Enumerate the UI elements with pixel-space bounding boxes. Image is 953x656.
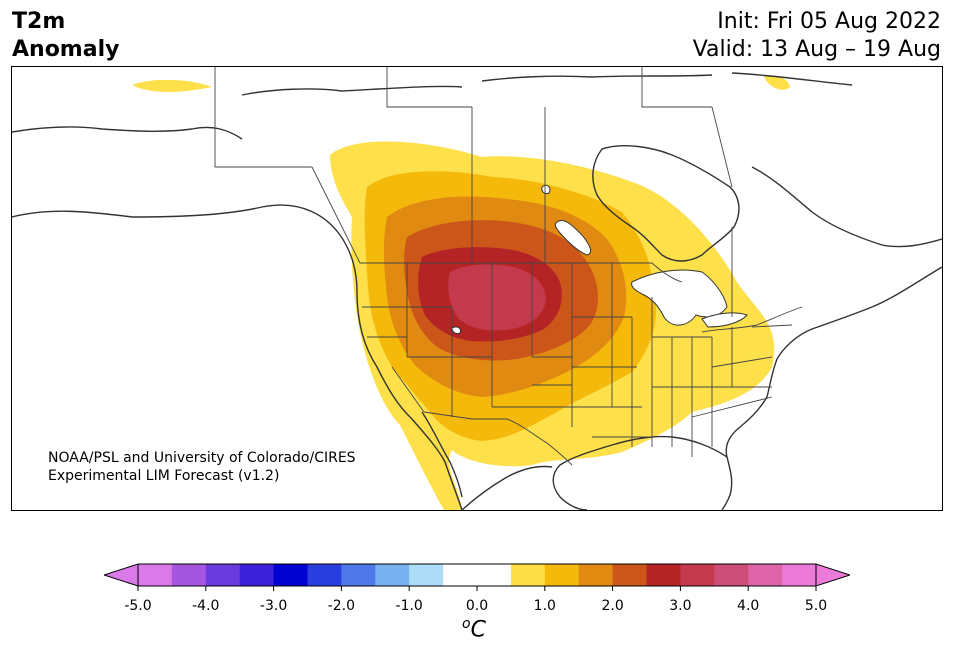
labrador-coast (751, 166, 942, 248)
us-mexico-border (423, 411, 573, 466)
colorbar-cell (341, 564, 376, 586)
colorbar-tick-label: 3.0 (669, 598, 692, 614)
canada-provinces (214, 67, 733, 317)
colorbar-cell (477, 564, 512, 586)
colorbar-cell (307, 564, 342, 586)
colorbar-cell (782, 564, 817, 586)
colorbar-tick-label: 5.0 (804, 598, 828, 614)
us-states-east (652, 324, 793, 457)
colorbar-tick-label: -5.0 (124, 598, 152, 614)
title-line-1: T2m (12, 9, 66, 34)
colorbar-cell (138, 564, 173, 586)
credit-line-1: NOAA/PSL and University of Colorado/CIRE… (48, 450, 356, 466)
gulf-coast (552, 435, 728, 510)
init-date: Init: Fri 05 Aug 2022 (717, 9, 941, 34)
anomaly-band-north-alaska (132, 79, 212, 92)
colorbar-cell (510, 564, 546, 586)
colorbar-cell (578, 564, 614, 586)
colorbar-cell (748, 564, 783, 586)
lakes (451, 184, 748, 335)
east-coast (721, 266, 942, 510)
colorbar-cell (205, 564, 241, 586)
colorbar-cell (443, 564, 478, 586)
us-states-west (362, 263, 573, 427)
map-panel (11, 66, 943, 511)
colorbar-over-arrow (815, 563, 850, 587)
lake-small-north (541, 184, 551, 195)
credit-line-2: Experimental LIM Forecast (v1.2) (48, 468, 280, 484)
colorbar-tick-label: -2.0 (327, 598, 356, 614)
colorbar-tick-label: 4.0 (737, 598, 760, 614)
title-line-2: Anomaly (12, 37, 120, 62)
colorbar-tick-label: 0.0 (465, 598, 489, 614)
colorbar-cell (680, 564, 715, 586)
coastlines (12, 72, 942, 510)
unit-letter: C (470, 617, 486, 643)
baja (421, 411, 463, 498)
valid-range: Valid: 13 Aug – 19 Aug (692, 37, 941, 62)
lake-winnipeg (554, 220, 592, 256)
colorbar-cell (544, 564, 580, 586)
colorbar-tick-label: -3.0 (259, 598, 288, 614)
alaska-coast (12, 126, 243, 140)
colorbar-tick-label: -1.0 (395, 598, 423, 614)
hudson-bay (592, 144, 740, 262)
colorbar-tick-label: 1.0 (533, 598, 556, 614)
colorbar-cell (409, 564, 444, 586)
colorbar-cell (273, 564, 308, 586)
anomaly-map (12, 67, 942, 510)
forecast-dates: Init: Fri 05 Aug 2022 Valid: 13 Aug – 19… (693, 8, 941, 64)
borders (214, 67, 803, 466)
colorbar-cell (612, 564, 647, 586)
lake-small-west (451, 326, 461, 335)
colorbar-cell (646, 564, 681, 586)
us-states-central (532, 263, 653, 447)
colorbar-cell (239, 564, 275, 586)
colorbar (104, 563, 850, 591)
degree-symbol: o (462, 616, 471, 632)
west-coast (12, 204, 463, 510)
colorbar-unit: oC (462, 616, 486, 642)
colorbar-cell (714, 564, 749, 586)
colorbar-under-arrow (104, 563, 139, 587)
mexico-west-coast (461, 465, 553, 510)
colorbar-cell (375, 564, 410, 586)
lake-erie (701, 312, 748, 328)
map-title: T2m Anomaly (12, 8, 119, 64)
great-lakes (631, 269, 728, 326)
canada-us-border (360, 262, 803, 333)
colorbar-tick-label: -4.0 (192, 598, 220, 614)
colorbar-ticks (137, 586, 817, 591)
anomaly-band-north-canada (764, 75, 790, 90)
colorbar-cells (138, 564, 817, 586)
colorbar-tick-label: 2.0 (601, 598, 624, 614)
colorbar-cell (171, 564, 207, 586)
anomaly-band-6 (448, 264, 546, 331)
arctic-islands (241, 72, 853, 96)
credit-text: NOAA/PSL and University of Colorado/CIRE… (48, 449, 356, 485)
